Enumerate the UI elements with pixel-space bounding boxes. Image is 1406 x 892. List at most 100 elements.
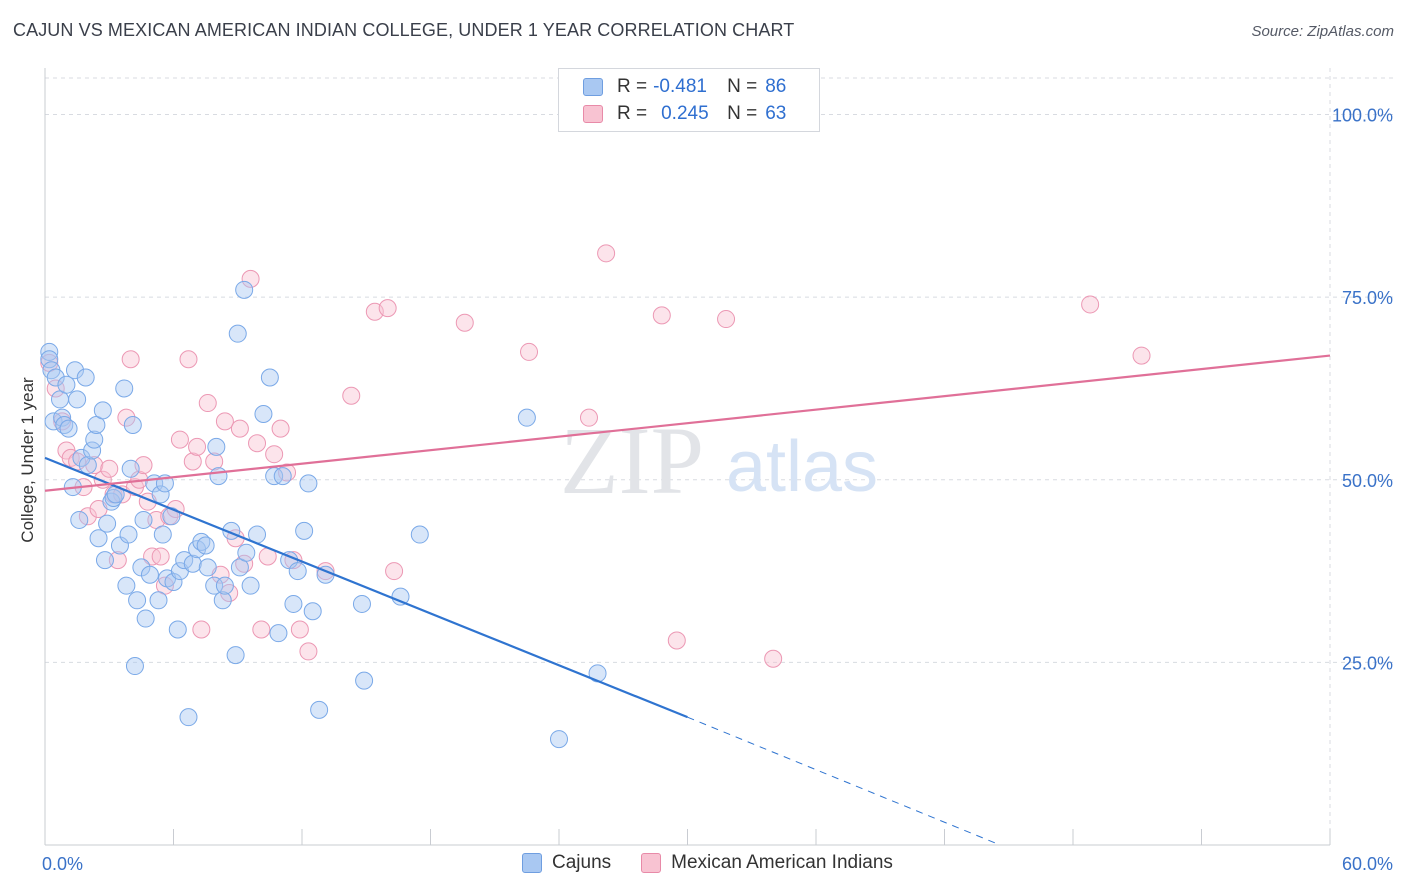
data-point-cajuns <box>151 485 170 504</box>
axes <box>44 68 1331 846</box>
data-point-mexican-american-indians <box>271 419 290 438</box>
data-point-mexican-american-indians <box>265 445 284 464</box>
data-point-cajuns <box>128 591 147 610</box>
data-point-cajuns <box>85 430 104 449</box>
data-point-cajuns <box>179 708 198 727</box>
data-point-mexican-american-indians <box>230 419 249 438</box>
data-point-cajuns <box>175 551 194 570</box>
data-point-cajuns <box>40 342 59 361</box>
data-point-cajuns <box>121 459 140 478</box>
data-point-mexican-american-indians <box>252 620 271 639</box>
data-point-cajuns <box>237 543 256 562</box>
series-mexican-american-indians-points <box>40 244 1151 668</box>
data-point-cajuns <box>183 554 202 573</box>
data-point-cajuns <box>119 525 138 544</box>
data-point-cajuns <box>226 646 245 665</box>
data-point-cajuns <box>310 700 329 719</box>
data-point-cajuns <box>53 408 72 427</box>
data-point-mexican-american-indians <box>100 459 119 478</box>
y-tick-label: 25.0% <box>1342 653 1393 673</box>
data-point-mexican-american-indians <box>764 649 783 668</box>
data-point-mexican-american-indians <box>378 299 397 318</box>
data-point-mexican-american-indians <box>520 342 539 361</box>
data-point-cajuns <box>44 412 63 431</box>
data-point-cajuns <box>205 576 224 595</box>
data-point-cajuns <box>299 474 318 493</box>
data-point-cajuns <box>550 730 568 749</box>
data-point-cajuns <box>196 536 215 555</box>
data-point-cajuns <box>303 602 322 621</box>
data-point-cajuns <box>68 390 87 409</box>
trend-lines <box>44 354 1331 846</box>
data-point-cajuns <box>134 510 153 529</box>
series-label-cajuns: Cajuns <box>552 852 612 873</box>
legend-r-value: 0.245 <box>661 103 709 124</box>
legend-swatch-mexican-american-indians <box>583 105 603 123</box>
data-point-cajuns <box>89 529 108 548</box>
data-point-mexican-american-indians <box>183 452 202 471</box>
data-point-mexican-american-indians <box>717 310 736 329</box>
data-point-cajuns <box>98 514 117 533</box>
data-point-cajuns <box>93 401 112 420</box>
data-point-cajuns <box>40 350 59 369</box>
data-point-mexican-american-indians <box>215 412 234 431</box>
data-point-cajuns <box>213 591 232 610</box>
data-point-mexican-american-indians <box>248 434 267 453</box>
data-point-mexican-american-indians <box>455 313 474 332</box>
data-point-cajuns <box>209 467 228 486</box>
data-point-cajuns <box>153 525 172 544</box>
data-point-cajuns <box>65 361 84 380</box>
legend-n-label: N = <box>727 76 758 97</box>
data-point-mexican-american-indians <box>299 642 318 661</box>
data-point-cajuns <box>410 525 429 544</box>
legend-row-cajuns: R = -0.481 N = 86 <box>583 74 786 100</box>
chart-title: CAJUN VS MEXICAN AMERICAN INDIAN COLLEGE… <box>13 20 795 40</box>
x-tick-label: 60.0% <box>1342 854 1393 874</box>
y-axis-label: College, Under 1 year <box>18 377 37 543</box>
y-tick-label: 75.0% <box>1342 288 1393 308</box>
data-point-cajuns <box>284 594 303 613</box>
data-point-cajuns <box>391 587 410 606</box>
data-point-cajuns <box>59 419 78 438</box>
tick-labels: 25.0% 50.0% 75.0% 100.0% 0.0% 60.0% <box>42 106 1393 874</box>
data-point-mexican-american-indians <box>1132 346 1151 365</box>
data-point-mexican-american-indians <box>667 631 686 650</box>
data-point-cajuns <box>57 375 76 394</box>
data-point-cajuns <box>352 594 371 613</box>
y-tick-label: 100.0% <box>1332 106 1393 126</box>
data-point-mexican-american-indians <box>192 620 211 639</box>
data-point-cajuns <box>241 576 260 595</box>
data-point-cajuns <box>260 368 279 387</box>
legend-r-label: R = <box>617 76 648 97</box>
data-point-mexican-american-indians <box>241 269 260 288</box>
x-tick-label: 0.0% <box>42 854 83 874</box>
data-point-cajuns <box>198 558 217 577</box>
data-point-mexican-american-indians <box>117 408 136 427</box>
data-point-cajuns <box>517 408 536 427</box>
data-point-cajuns <box>273 467 292 486</box>
series-legend-cajuns[interactable]: Cajuns <box>522 852 611 874</box>
data-point-mexican-american-indians <box>170 430 189 449</box>
watermark-atlas: atlas <box>726 427 878 507</box>
data-point-mexican-american-indians <box>290 620 309 639</box>
data-point-mexican-american-indians <box>652 306 671 325</box>
data-point-mexican-american-indians <box>78 507 97 526</box>
data-point-cajuns <box>46 368 65 387</box>
data-point-cajuns <box>140 565 159 584</box>
legend-r-value: -0.481 <box>653 76 707 97</box>
data-point-cajuns <box>215 576 234 595</box>
data-point-cajuns <box>228 324 247 343</box>
series-legend-mexican-american-indians[interactable]: Mexican American Indians <box>641 852 893 874</box>
series-legend: Cajuns Mexican American Indians <box>522 852 923 874</box>
data-point-cajuns <box>254 405 273 424</box>
data-point-cajuns <box>235 280 254 299</box>
data-point-cajuns <box>72 448 91 467</box>
data-point-mexican-american-indians <box>579 408 598 427</box>
data-point-cajuns <box>125 657 144 676</box>
data-point-mexican-american-indians <box>597 244 616 263</box>
data-point-cajuns <box>76 368 95 387</box>
trend-line-cajuns <box>44 456 688 719</box>
legend-n-value: 63 <box>765 103 787 124</box>
data-point-cajuns <box>164 573 183 592</box>
data-point-cajuns <box>207 437 226 456</box>
